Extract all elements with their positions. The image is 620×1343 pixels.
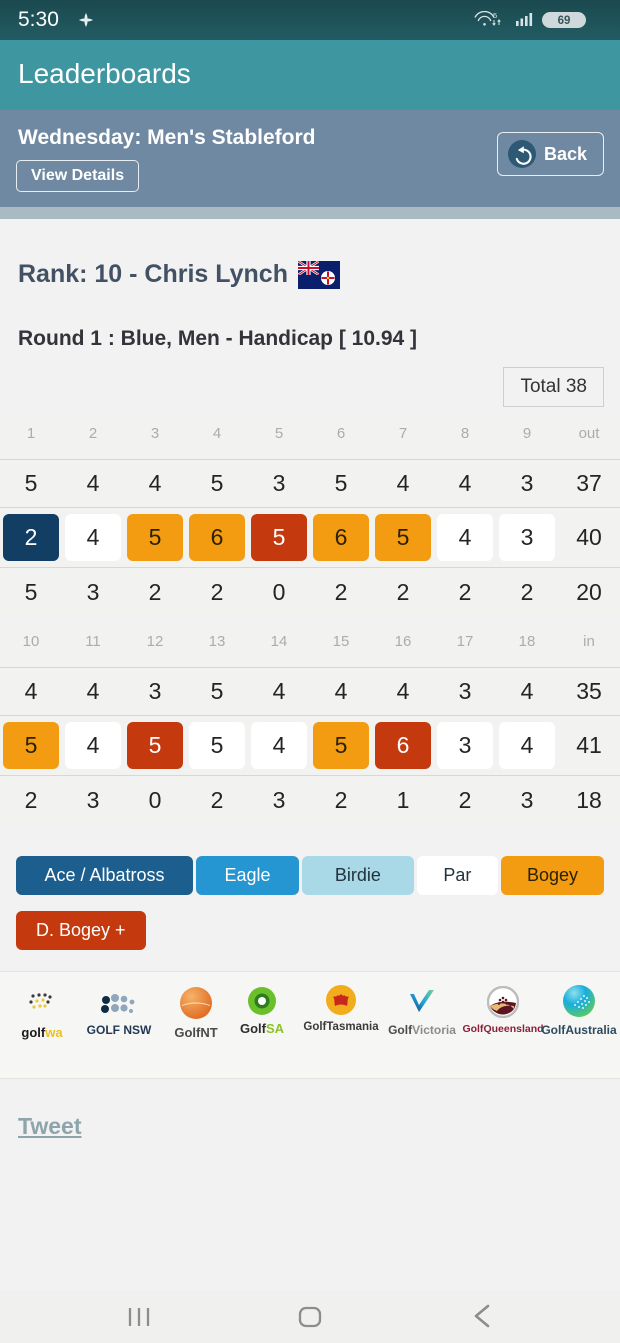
svg-text:69: 69 bbox=[558, 15, 571, 27]
svg-text:5: 5 bbox=[493, 11, 497, 20]
